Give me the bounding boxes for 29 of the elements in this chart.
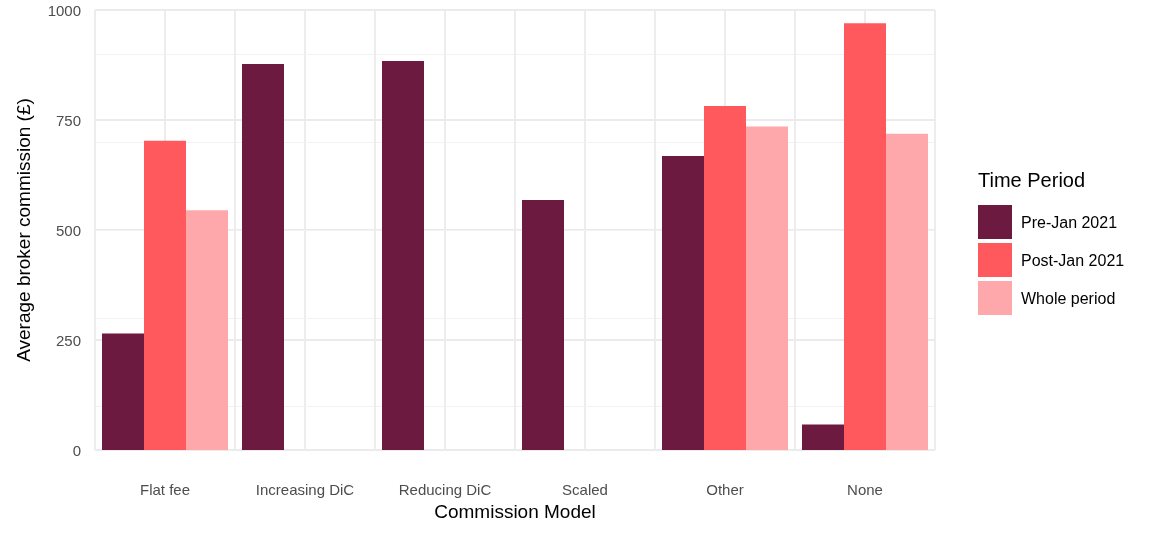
- y-tick-label: 0: [72, 441, 81, 459]
- bar: [886, 133, 928, 450]
- x-tick-label: None: [847, 481, 883, 498]
- bar: [522, 200, 564, 450]
- bar: [102, 333, 144, 450]
- legend-title: Time Period: [978, 169, 1086, 191]
- bar: [662, 156, 704, 450]
- x-tick-label: Scaled: [562, 481, 608, 498]
- x-axis-title: Commission Model: [434, 500, 596, 522]
- bar: [242, 64, 284, 450]
- legend-label: Post-Jan 2021: [1021, 251, 1125, 269]
- bar: [186, 210, 228, 450]
- legend-label: Whole period: [1021, 289, 1116, 307]
- legend-label: Pre-Jan 2021: [1021, 213, 1118, 231]
- x-tick-label: Other: [706, 481, 744, 498]
- x-tick-label: Reducing DiC: [398, 481, 492, 498]
- x-tick-label: Flat fee: [139, 481, 191, 498]
- bar: [844, 23, 886, 450]
- y-tick-label: 250: [55, 331, 81, 349]
- y-tick-label: 750: [55, 111, 81, 129]
- bar: [802, 424, 844, 450]
- bar: [746, 126, 788, 450]
- y-axis-title: Average broker commission (£): [13, 98, 34, 362]
- bar: [382, 61, 424, 450]
- x-tick-label: Increasing DiC: [255, 481, 355, 498]
- y-tick-label: 1000: [47, 1, 81, 19]
- bar: [704, 105, 746, 450]
- bar: [144, 140, 186, 450]
- y-tick-label: 500: [55, 221, 81, 239]
